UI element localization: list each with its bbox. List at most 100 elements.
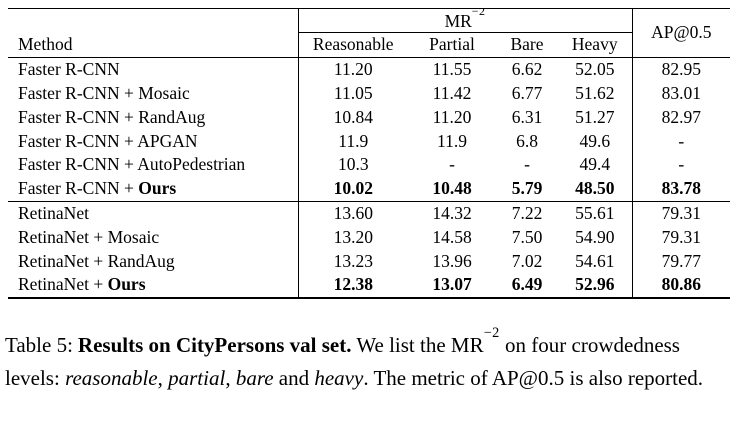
method-label: Faster R-CNN [18,59,120,80]
value-reasonable: 10.02 [297,176,408,202]
method-cell: Faster R-CNN + Ours [8,177,298,201]
value-ap: 82.97 [631,105,731,130]
method-cell: Faster R-CNN + Mosaic [8,82,298,106]
mr-label: MR [444,10,472,31]
caption-text-1: We list the MR [351,332,484,357]
value-partial: 14.32 [408,200,496,226]
value-partial: 14.58 [432,226,472,247]
caption-label: Table 5: [5,332,73,357]
value-reasonable: 10.3 [297,153,408,177]
caption-text-2: on four crowdedness levels: [5,332,680,390]
table-row-retinanet: RetinaNet 13.60 14.32 7.22 55.61 79.31 [8,200,731,226]
value-bare: 7.22 [496,200,558,226]
method-cell: RetinaNet + Mosaic [8,225,298,249]
method-label: RetinaNet + RandAug [18,250,175,271]
method-label: Faster R-CNN + AutoPedestrian [18,154,246,175]
value-partial: 11.20 [432,106,472,127]
col-header-bare: Bare [496,32,558,58]
value-bare: 6.77 [511,83,543,104]
value-reasonable: 11.05 [297,81,408,106]
caption-italic-bare: bare [235,365,274,390]
col-header-heavy: Heavy [558,32,633,58]
method-cell: Faster R-CNN + APGAN [8,129,298,153]
table-row-retinanet-randaug: RetinaNet + RandAug 13.23 13.96 7.02 54.… [8,249,731,273]
value-ap: 80.86 [631,273,731,298]
value-bare: 6.8 [516,130,538,151]
table-row-faster-rcnn: Faster R-CNN 11.20 11.55 6.62 52.05 82.9… [8,57,731,82]
col-header-mr: MR−2 [297,8,633,33]
value-ap: 79.31 [631,225,731,250]
caption-italic-heavy: heavy [314,365,364,390]
value-reasonable: 11.9 [297,129,408,154]
results-table: Method MR−2 AP@0.5 Reasonable Partial Ba… [8,8,731,299]
value-bare: 6.62 [511,59,543,80]
value-reasonable: 13.23 [297,249,408,273]
caption-italic-reasonable: reasonable [65,365,158,390]
value-heavy: 52.96 [575,274,615,295]
method-cell: RetinaNet + Ours [8,273,298,298]
method-cell: RetinaNet [8,200,298,226]
table-row-retinanet-mosaic: RetinaNet + Mosaic 13.20 14.58 7.50 54.9… [8,225,731,250]
caption-text-3: . The metric of AP@0.5 is also reported. [363,365,704,390]
col-header-method: Method [8,8,298,58]
method-label: Faster R-CNN + [18,178,139,199]
value-ap: - [631,129,731,154]
caption-title-bold: Results on CityPersons val set. [77,332,352,357]
value-heavy: 49.4 [579,154,611,175]
value-bare: 5.79 [511,178,543,199]
value-ap: - [631,153,731,177]
table-caption: Table 5: Results on CityPersons val set. … [5,325,735,395]
method-label: Faster R-CNN + RandAug [18,106,206,127]
value-heavy: 54.61 [575,250,615,271]
method-label: RetinaNet [18,203,89,223]
value-bare: 6.31 [511,106,543,127]
value-heavy: 48.50 [575,178,615,199]
value-partial: 11.9 [437,130,467,151]
table-row-faster-rcnn-autopedestrian: Faster R-CNN + AutoPedestrian 10.3 - - 4… [8,153,731,177]
caption-and: and [273,365,315,390]
value-partial: 13.96 [432,250,472,271]
method-label: Faster R-CNN + Mosaic [18,83,190,104]
value-heavy: 52.05 [575,59,615,80]
method-label: RetinaNet + Mosaic [18,226,160,247]
table-row-retinanet-ours: RetinaNet + Ours 12.38 13.07 6.49 52.96 … [8,273,731,298]
header-row-top: Method MR−2 AP@0.5 [8,8,731,58]
value-reasonable: 12.38 [297,273,408,298]
value-bare: - [524,154,530,175]
value-ap: 79.77 [631,249,731,273]
value-heavy: 49.6 [579,130,611,151]
method-label-bold: Ours [107,274,146,295]
caption-comma-2: , [225,365,236,390]
value-heavy: 55.61 [558,200,633,226]
value-heavy: 51.27 [575,106,615,127]
value-partial: 11.42 [432,83,472,104]
table-row-faster-rcnn-ours: Faster R-CNN + Ours 10.02 10.48 5.79 48.… [8,176,731,202]
col-header-ap: AP@0.5 [632,8,731,58]
table-row-faster-rcnn-mosaic: Faster R-CNN + Mosaic 11.05 11.42 6.77 5… [8,81,731,106]
caption-mr-superscript: −2 [483,325,500,342]
method-cell: Faster R-CNN + RandAug [8,105,298,129]
method-label-bold: Ours [138,178,177,199]
value-reasonable: 13.60 [297,200,408,226]
value-partial: 10.48 [432,178,472,199]
method-cell: Faster R-CNN + AutoPedestrian [8,153,298,177]
value-reasonable: 10.84 [297,105,408,130]
value-partial: 13.07 [432,274,472,295]
value-heavy: 54.90 [575,226,615,247]
value-heavy: 51.62 [575,83,615,104]
value-ap: 83.78 [631,176,731,202]
method-cell: Faster R-CNN [8,57,298,81]
value-partial: - [449,154,455,175]
value-partial: 11.55 [432,59,472,80]
method-label: Faster R-CNN + APGAN [18,130,198,151]
value-ap: 82.95 [631,57,731,82]
caption-comma-1: , [157,365,169,390]
value-ap: 83.01 [631,81,731,106]
header-row-sub: Reasonable Partial Bare Heavy [8,32,730,58]
value-bare: 7.50 [511,226,543,247]
value-reasonable: 11.20 [297,57,408,82]
value-reasonable: 13.20 [297,225,408,250]
col-header-reasonable: Reasonable [297,32,408,58]
table-row-faster-rcnn-apgan: Faster R-CNN + APGAN 11.9 11.9 6.8 49.6 … [8,129,731,154]
caption-italic-partial: partial [168,365,226,390]
